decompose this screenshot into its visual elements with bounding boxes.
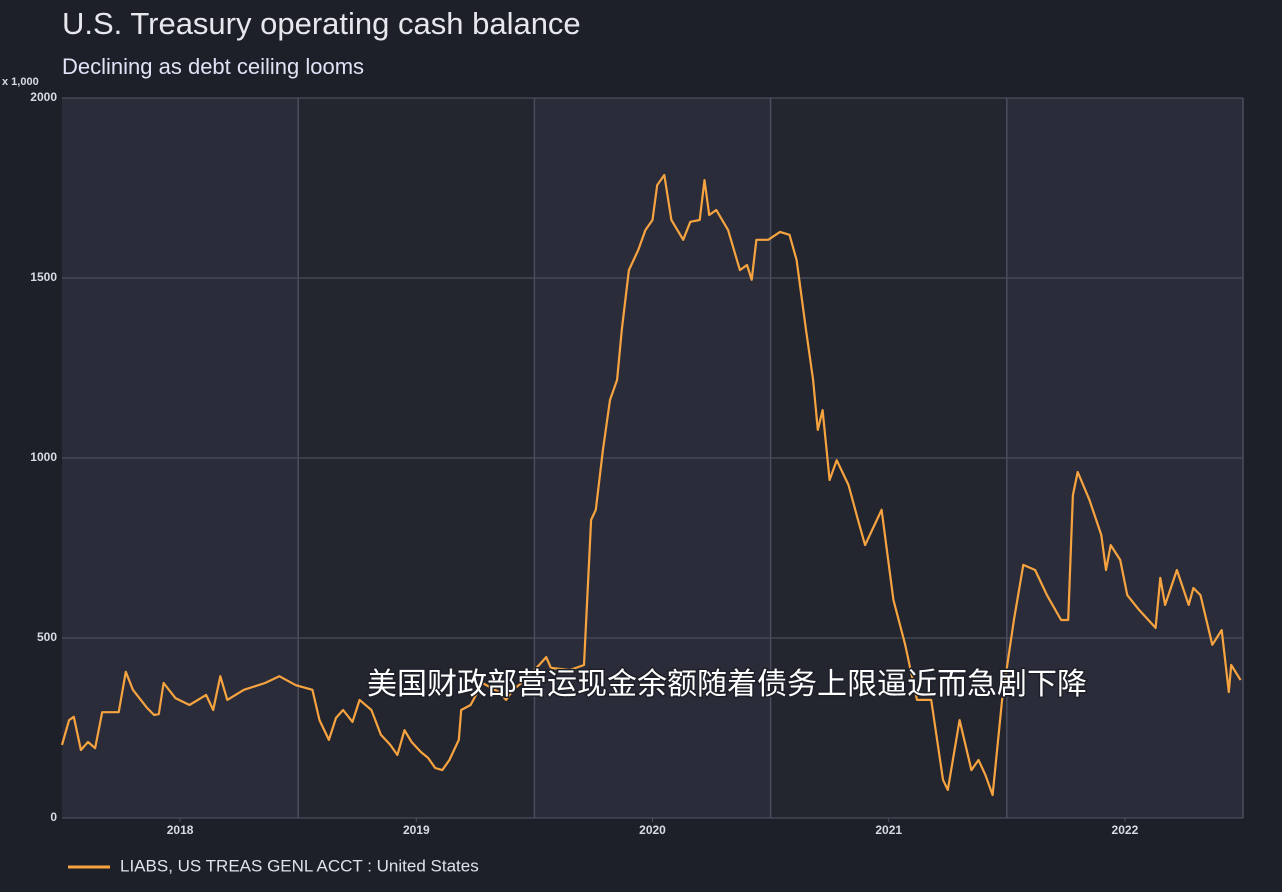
x-tick-label: 2020 — [639, 823, 666, 837]
y-unit: x 1,000 — [2, 76, 39, 88]
y-tick-label: 500 — [37, 630, 57, 644]
x-tick-label: 2021 — [875, 823, 902, 837]
y-tick-label: 1000 — [30, 450, 57, 464]
x-tick-label: 2019 — [403, 823, 430, 837]
y-tick-label: 1500 — [30, 270, 57, 284]
chart-title: U.S. Treasury operating cash balance — [62, 6, 581, 41]
caption: 美国财政部营运现金余额随着债务上限逼近而急剧下降 — [367, 668, 1087, 701]
legend: LIABS, US TREAS GENL ACCT : United State… — [68, 856, 479, 875]
x-tick-label: 2022 — [1112, 823, 1139, 837]
x-tick-label: 2018 — [167, 823, 194, 837]
line-series — [60, 173, 1242, 797]
plot-area: 0 500 1000 1500 2000 2018 2019 2020 2021 2022 — [30, 90, 1244, 837]
legend-label: LIABS, US TREAS GENL ACCT : United State… — [120, 856, 479, 875]
y-tick-label: 0 — [50, 810, 57, 824]
chart-subtitle: Declining as debt ceiling looms — [62, 54, 364, 79]
y-tick-label: 2000 — [30, 90, 57, 104]
